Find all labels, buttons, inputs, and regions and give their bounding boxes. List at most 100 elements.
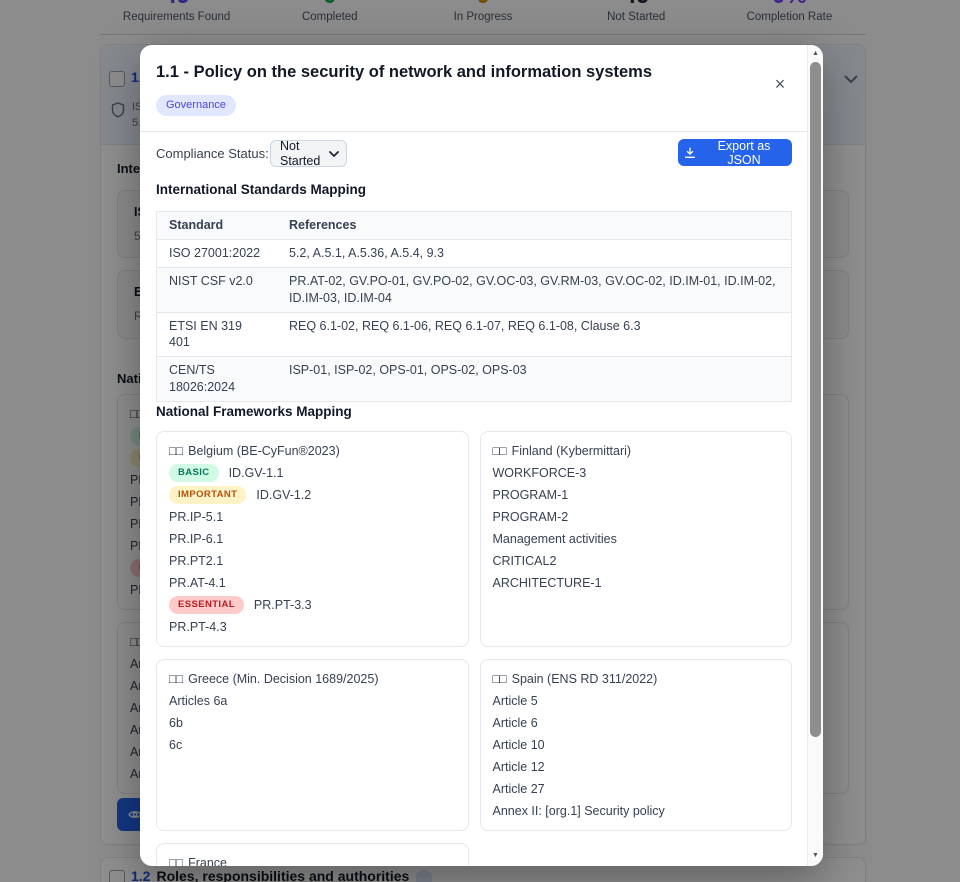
compliance-status-label: Compliance Status: [156,146,269,161]
table-row: ETSI EN 319 401 REQ 6.1-02, REQ 6.1-06, … [157,312,791,358]
country-name: Belgium (BE-CyFun®2023) [188,443,340,458]
category-badge: Governance [156,95,236,117]
framework-item: IMPORTANT ID.GV-1.2 [169,486,456,504]
shield-icon [111,102,125,118]
framework-ref: Articles 6a [169,693,228,708]
framework-ref: PR.AT-4.1 [169,575,226,590]
requirement-number: 1.2 [131,868,151,882]
framework-ref: 6b [169,715,183,730]
references-cell: REQ 6.1-02, REQ 6.1-06, REQ 6.1-07, REQ … [289,318,641,333]
framework-ref: WORKFORCE-3 [492,465,587,480]
stat: 0 In Progress [406,0,559,25]
scrollbar-thumb[interactable] [810,62,821,737]
framework-ref: PR.IP-5.1 [169,509,224,524]
close-icon[interactable]: × [768,72,792,96]
export-json-button[interactable]: Export as JSON [678,139,792,167]
framework-card: □□ Spain (ENS RD 311/2022) Article 5 Art… [479,659,792,831]
requirement-checkbox[interactable] [109,870,125,882]
framework-item: 6c [169,738,456,752]
framework-ref: PR.PT-3.3 [253,597,312,612]
scroll-up-arrow-icon[interactable]: ▲ [812,49,819,57]
framework-item: Article 12 [493,760,780,774]
framework-card-title: □□ Spain (ENS RD 311/2022) [493,672,780,686]
scroll-down-arrow-icon[interactable]: ▼ [812,851,819,859]
table-header-row: Standard References [157,212,791,240]
framework-card-title: □□ France [169,855,456,867]
col-standard: Standard [169,218,224,232]
framework-item: Article 10 [493,738,780,752]
references-cell: PR.AT-02, GV.PO-01, GV.PO-02, GV.OC-03, … [289,273,776,305]
stat: 49 Requirements Found [100,0,253,25]
framework-ref: CRITICAL2 [492,553,557,568]
framework-item: 6b [169,716,456,730]
framework-card: □□ France [156,843,469,866]
modal-scrollbar[interactable]: ▲ ▼ [807,45,823,866]
requirement-checkbox[interactable] [109,71,125,87]
framework-ref: PR.IP-6.1 [169,531,224,546]
framework-item: PR.IP-5.1 [169,510,456,524]
framework-ref: Article 5 [492,693,538,708]
stat-value: 0 [406,0,559,8]
framework-item: CRITICAL2 [493,554,780,568]
chevron-down-icon[interactable] [844,75,858,84]
stat-label: Completed [301,11,358,23]
framework-ref: PR.PT2.1 [169,553,224,568]
frameworks-grid: □□ Belgium (BE-CyFun®2023) BASIC ID.GV-1… [156,431,792,866]
stat-value: 49 [100,0,253,8]
framework-ref: Annex II: [org.1] Security policy [492,803,665,818]
framework-item: ARCHITECTURE-1 [493,576,780,590]
framework-level-badge: BASIC [169,464,219,482]
stat-value: 49 [560,0,713,8]
framework-card: □□ Finland (Kybermittari) WORKFORCE-3 PR… [479,431,792,647]
selected-value: Not Started [280,138,321,168]
chevron-down-icon [329,150,339,157]
col-references: References [289,218,357,232]
framework-ref: Article 10 [492,737,545,752]
framework-item: Articles 6a [169,694,456,708]
stat: 0% Completion Rate [713,0,866,25]
framework-ref: Article 12 [492,759,545,774]
framework-ref: PROGRAM-1 [492,487,569,502]
table-row: ISO 27001:2022 5.2, A.5.1, A.5.36, A.5.4… [157,239,791,268]
standards-table: Standard References ISO 27001:2022 5.2, … [156,211,792,402]
framework-ref: 6c [169,737,183,752]
divider [100,34,866,35]
stat-label: Not Started [607,11,666,23]
framework-card: □□ Belgium (BE-CyFun®2023) BASIC ID.GV-1… [156,431,469,647]
country-flag-icon: □□ [492,443,507,458]
framework-item: PROGRAM-2 [493,510,780,524]
framework-item: PR.PT2.1 [169,554,456,568]
stat-label: Requirements Found [122,11,231,23]
compliance-status-select[interactable]: Not Started [270,138,347,168]
framework-card-title: □□ Finland (Kybermittari) [493,444,780,458]
framework-ref: Management activities [492,531,617,546]
framework-ref: PR.PT-4.3 [169,619,227,634]
framework-ref: PROGRAM-2 [492,509,569,524]
category-badge [416,870,432,882]
standards-heading: International Standards Mapping [156,182,367,197]
standard-cell: NIST CSF v2.0 [169,273,253,288]
framework-item: Article 6 [493,716,780,730]
country-name: Spain (ENS RD 311/2022) [511,671,658,686]
framework-item: Article 5 [493,694,780,708]
country-name: Greece (Min. Decision 1689/2025) [188,671,379,686]
stat-value: 0 [253,0,406,8]
framework-ref: ARCHITECTURE-1 [492,575,602,590]
country-flag-icon: □□ [169,443,183,458]
country-name: France [188,855,228,867]
divider [140,131,807,132]
download-icon [684,147,696,159]
framework-item: WORKFORCE-3 [493,466,780,480]
framework-ref: ID.GV-1.1 [228,465,284,480]
framework-card: □□ Greece (Min. Decision 1689/2025) Arti… [156,659,469,831]
framework-card-title: □□ Greece (Min. Decision 1689/2025) [169,672,456,686]
frameworks-heading: National Frameworks Mapping [156,404,352,419]
stat: 0 Completed [253,0,406,25]
stat: 49 Not Started [560,0,713,25]
standard-cell: ETSI EN 319 401 [169,318,242,350]
references-cell: ISP-01, ISP-02, OPS-01, OPS-02, OPS-03 [289,363,527,378]
stats-row: 49 Requirements Found 0 Completed 0 In P… [100,0,866,25]
framework-level-badge: ESSENTIAL [169,596,244,614]
framework-ref: Article 27 [492,781,545,796]
framework-item: PR.AT-4.1 [169,576,456,590]
